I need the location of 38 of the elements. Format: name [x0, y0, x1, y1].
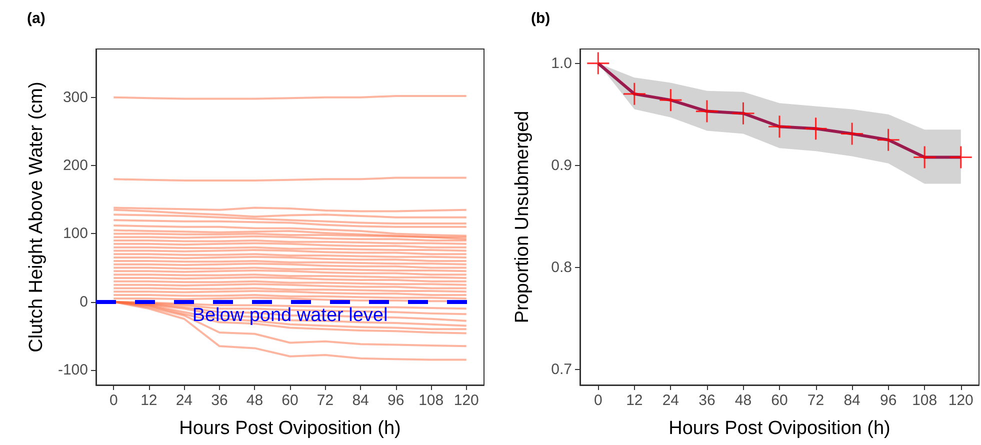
- x-tick-label: 108: [418, 392, 444, 409]
- x-tick-label: 96: [880, 392, 897, 409]
- x-axis-title: Hours Post Oviposition (h): [179, 418, 401, 439]
- x-tick-label: 24: [662, 392, 680, 409]
- y-tick-label: 1.0: [551, 54, 572, 72]
- x-axis-title: Hours Post Oviposition (h): [668, 418, 890, 439]
- y-tick-label: 100: [62, 225, 88, 242]
- y-axis-title: Proportion Unsubmerged: [512, 110, 533, 324]
- x-tick-label: 12: [626, 392, 643, 409]
- y-tick-label: -100: [58, 362, 88, 379]
- x-tick-label: 60: [282, 392, 298, 409]
- x-tick-label: 36: [698, 392, 716, 409]
- x-tick-label: 72: [807, 392, 824, 409]
- y-tick-label: 0.7: [551, 361, 572, 378]
- x-tick-label: 48: [734, 392, 752, 409]
- chart-title: (b): [531, 10, 550, 27]
- x-tick-label: 0: [109, 392, 118, 409]
- x-tick-label: 108: [912, 392, 938, 409]
- x-tick-label: 0: [594, 392, 602, 409]
- x-tick-label: 12: [140, 392, 158, 409]
- y-tick-label: 200: [62, 157, 88, 174]
- x-tick-label: 72: [316, 392, 334, 409]
- y-tick-label: 0: [80, 293, 88, 310]
- x-tick-label: 120: [948, 392, 974, 409]
- x-tick-label: 36: [211, 392, 228, 409]
- x-tick-label: 84: [844, 392, 860, 409]
- y-tick-label: 0.8: [551, 259, 572, 276]
- x-tick-label: 96: [387, 392, 404, 409]
- x-tick-label: 120: [454, 392, 479, 409]
- y-tick-label: 300: [62, 88, 88, 106]
- y-axis-title: Clutch Height Above Water (cm): [26, 82, 47, 352]
- x-tick-label: 60: [771, 392, 788, 409]
- y-tick-label: 0.9: [551, 156, 572, 174]
- chart-title: (a): [27, 10, 46, 27]
- ref-line-label: Below pond water level: [192, 304, 388, 326]
- x-tick-label: 48: [246, 392, 264, 409]
- x-tick-label: 24: [176, 392, 193, 409]
- x-tick-label: 84: [352, 392, 369, 409]
